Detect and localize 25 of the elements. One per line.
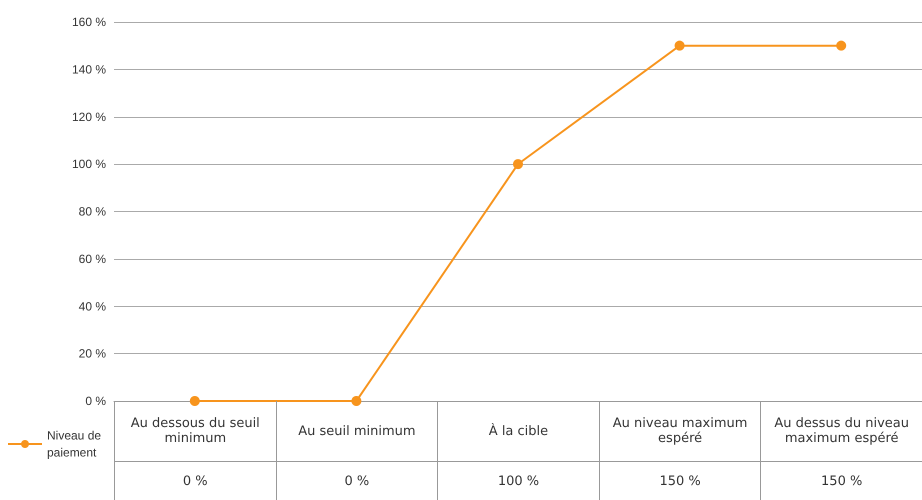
- data-label: 150 %: [760, 461, 922, 500]
- y-tick-label: 60 %: [78, 252, 106, 266]
- y-tick-label: 120 %: [72, 110, 106, 124]
- data-label: 100 %: [437, 461, 599, 500]
- point: [674, 40, 685, 51]
- y-tick-label: 40 %: [78, 299, 106, 314]
- x-tick-label: Au seuil minimum: [276, 401, 438, 461]
- y-tick-label: 0 %: [85, 394, 106, 408]
- data-label: 150 %: [598, 461, 760, 500]
- point: [513, 159, 523, 170]
- point: [351, 396, 362, 406]
- y-tick-label: 160 %: [72, 15, 106, 29]
- point: [190, 396, 200, 406]
- y-tick-label: 80 %: [78, 204, 106, 218]
- x-tick-label: Au dessous du seuil minimum: [114, 401, 276, 461]
- y-tick-label: 140 %: [72, 62, 106, 76]
- point: [836, 40, 846, 51]
- x-tick-label: À la cible: [437, 401, 599, 461]
- data-label: 0 %: [114, 461, 276, 500]
- y-tick-label: 20 %: [78, 346, 106, 361]
- x-tick-label: Au niveau maximum espéré: [598, 401, 760, 461]
- y-tick-label: 100 %: [72, 157, 106, 172]
- data-label: 0 %: [276, 461, 438, 500]
- legend-label: Niveau de paiement: [47, 428, 104, 460]
- x-tick-label: Au dessus du niveau maximum espéré: [760, 401, 922, 461]
